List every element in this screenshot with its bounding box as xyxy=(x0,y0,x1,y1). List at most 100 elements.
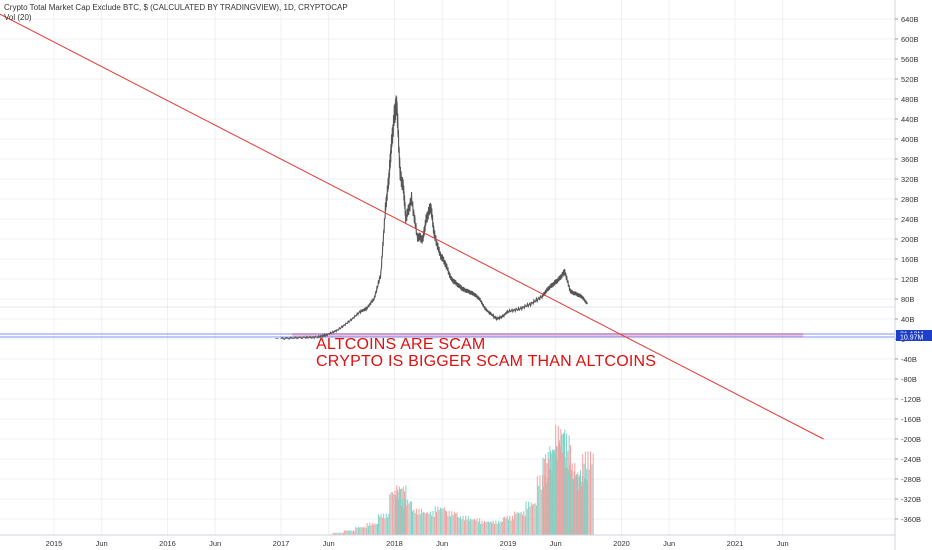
volume-bar xyxy=(343,530,345,535)
price-early-segment xyxy=(275,337,316,339)
x-axis[interactable]: 2015 Jun 2016 Jun 2017 Jun 2018 Jun 2019 Jun 2020 J… xyxy=(0,534,895,548)
volume-bar xyxy=(536,476,538,535)
volume-bar xyxy=(428,513,430,535)
volume-bar xyxy=(572,478,574,535)
volume-bars xyxy=(332,424,594,535)
volume-bar xyxy=(573,471,575,535)
y-tick-label: 80B xyxy=(901,295,914,304)
y-tick-label: 400B xyxy=(901,135,919,144)
volume-bar xyxy=(373,524,375,535)
volume-bar xyxy=(500,521,502,535)
volume-bar xyxy=(496,523,498,535)
y-tick-label: 600B xyxy=(901,35,919,44)
volume-bar xyxy=(443,507,445,535)
volume-bar xyxy=(361,527,363,535)
volume-bar xyxy=(574,475,576,535)
y-tick-label: 440B xyxy=(901,115,919,124)
volume-bar xyxy=(405,505,407,535)
volume-bar xyxy=(413,509,415,535)
volume-bar xyxy=(339,532,341,535)
volume-bar xyxy=(371,523,373,535)
volume-bar xyxy=(470,518,472,535)
chart-title: Crypto Total Market Cap Exclude BTC, $ (… xyxy=(4,3,348,12)
volume-bar xyxy=(342,532,344,535)
x-tick-label: Jun xyxy=(550,539,562,548)
volume-bar xyxy=(370,525,372,535)
volume-bar xyxy=(387,517,389,535)
volume-bar xyxy=(567,470,569,535)
volume-bar xyxy=(501,521,503,535)
volume-bar xyxy=(340,533,342,535)
y-tick-label: -360B xyxy=(901,515,921,524)
volume-bar xyxy=(383,513,385,535)
volume-bar xyxy=(477,521,479,535)
volume-bar xyxy=(468,520,470,535)
y-tick-label: -320B xyxy=(901,495,921,504)
volume-bar xyxy=(353,530,354,535)
volume-bar xyxy=(534,503,536,535)
volume-bar xyxy=(559,446,561,535)
volume-bar xyxy=(566,467,568,535)
volume-bar xyxy=(494,523,496,535)
x-tick-label: Jun xyxy=(777,539,789,548)
y-tick-label: 560B xyxy=(901,55,919,64)
volume-bar xyxy=(449,516,451,535)
y-tick-label: -40B xyxy=(901,355,917,364)
volume-bar xyxy=(591,464,593,535)
y-tick-label: -240B xyxy=(901,455,921,464)
volume-bar xyxy=(417,514,419,535)
volume-bar xyxy=(356,527,358,535)
volume-bar xyxy=(565,467,567,535)
y-axis[interactable]: 640B 600B 560B 520B 480B 440B 400B 360B 320B 280B… xyxy=(894,0,932,550)
volume-bar xyxy=(408,503,410,535)
volume-bar xyxy=(584,451,586,535)
volume-bar xyxy=(557,426,559,535)
y-tick-label: 120B xyxy=(901,275,919,284)
volume-bar xyxy=(556,446,558,535)
volume-bar xyxy=(360,527,362,535)
volume-bar xyxy=(389,494,391,535)
volume-bar xyxy=(588,469,590,535)
volume-bar xyxy=(333,532,335,535)
volume-bar xyxy=(521,514,523,535)
trendline-line xyxy=(0,13,824,440)
volume-bar xyxy=(586,468,588,535)
volume-bar xyxy=(354,531,356,535)
x-tick-label: 2016 xyxy=(159,539,176,548)
volume-bar xyxy=(487,521,489,535)
volume-bar xyxy=(427,512,429,535)
y-tick-label: -200B xyxy=(901,435,921,444)
volume-bar xyxy=(455,513,457,535)
x-tick-label: 2018 xyxy=(386,539,403,548)
volume-bar xyxy=(580,486,582,535)
volume-bar xyxy=(351,531,353,535)
volume-bar xyxy=(393,494,395,535)
annotation-altcoins: ALTCOINS ARE SCAM xyxy=(316,336,486,353)
volume-bar xyxy=(404,499,406,535)
y-tick-label: 480B xyxy=(901,95,919,104)
volume-bar xyxy=(528,501,530,535)
volume-bar xyxy=(576,475,578,535)
volume-bar xyxy=(518,512,520,535)
price-badge xyxy=(896,333,932,341)
volume-bar xyxy=(553,450,555,535)
volume-bar xyxy=(502,517,504,535)
volume-bar xyxy=(381,517,383,535)
volume-bar xyxy=(418,508,420,535)
volume-bar xyxy=(577,489,579,535)
volume-bar xyxy=(367,525,369,535)
volume-bar xyxy=(510,520,512,535)
volume-bar xyxy=(462,515,464,535)
volume-bar xyxy=(366,523,368,535)
volume-bar xyxy=(458,518,460,535)
volume-bar xyxy=(460,516,461,535)
volume-bar xyxy=(345,530,347,535)
y-tick-label: 520B xyxy=(901,75,919,84)
volume-bar xyxy=(466,519,468,535)
volume-bar xyxy=(497,520,499,535)
volume-bar xyxy=(422,512,424,535)
volume-bar xyxy=(403,507,405,535)
volume-bar xyxy=(355,526,357,535)
volume-bar xyxy=(385,513,387,535)
volume-bar xyxy=(419,514,421,535)
